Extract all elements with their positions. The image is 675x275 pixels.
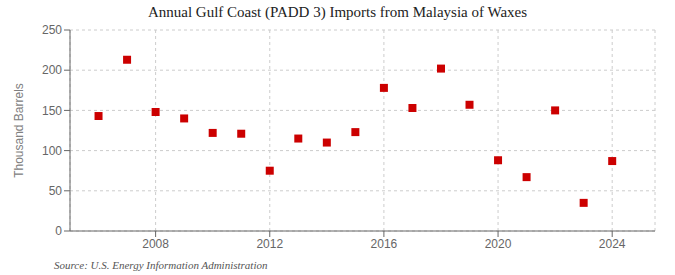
html-text:Source: U.S. Energy Informatio: Source: U.S. Energy Information Administ… bbox=[54, 259, 268, 271]
svg-text:200: 200 bbox=[42, 63, 62, 77]
html-text:Annual Gulf Coast (PADD 3) Imp: Annual Gulf Coast (PADD 3) Imports from … bbox=[147, 4, 528, 20]
svg-text:2024: 2024 bbox=[599, 237, 626, 251]
svg-text:2008: 2008 bbox=[142, 237, 169, 251]
svg-text:150: 150 bbox=[42, 104, 62, 118]
svg-text:2016: 2016 bbox=[371, 237, 398, 251]
svg-text:0: 0 bbox=[55, 224, 62, 238]
svg-text:Thousand Barrels: Thousand Barrels bbox=[12, 83, 26, 178]
svg-text:2020: 2020 bbox=[485, 237, 512, 251]
svg-text:100: 100 bbox=[42, 144, 62, 158]
svg-text:250: 250 bbox=[42, 24, 62, 37]
svg-text:2012: 2012 bbox=[256, 237, 283, 251]
svg-text:50: 50 bbox=[49, 184, 63, 198]
